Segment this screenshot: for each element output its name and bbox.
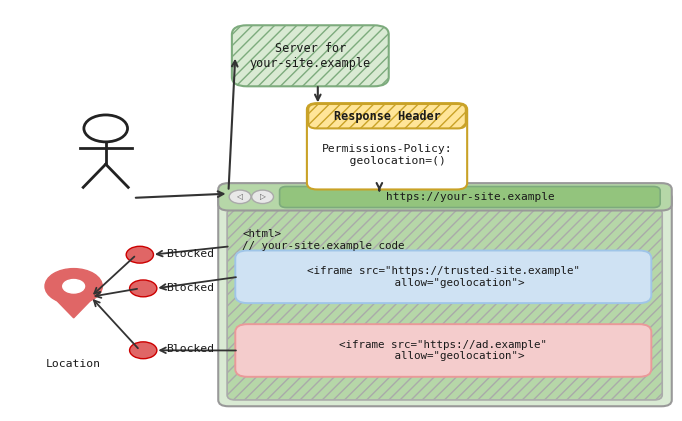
Circle shape (63, 280, 85, 293)
FancyBboxPatch shape (308, 104, 466, 128)
Text: https://your-site.example: https://your-site.example (385, 192, 554, 202)
Text: Blocked: Blocked (166, 249, 214, 259)
Circle shape (126, 246, 153, 263)
Text: ▷: ▷ (260, 192, 265, 201)
FancyBboxPatch shape (307, 103, 467, 189)
Text: Blocked: Blocked (166, 344, 214, 354)
Text: <html>
// your-site.example code: <html> // your-site.example code (242, 229, 404, 251)
Text: Server for
your-site.example: Server for your-site.example (250, 42, 371, 70)
FancyBboxPatch shape (235, 324, 651, 377)
Text: <iframe src="https://ad.example"
     allow="geolocation">: <iframe src="https://ad.example" allow="… (340, 340, 547, 361)
FancyBboxPatch shape (218, 183, 672, 210)
Text: <iframe src="https://trusted-site.example"
     allow="geolocation">: <iframe src="https://trusted-site.exampl… (307, 266, 580, 288)
Text: Permissions-Policy:
   geolocation=(): Permissions-Policy: geolocation=() (322, 144, 452, 166)
FancyBboxPatch shape (280, 187, 660, 208)
FancyBboxPatch shape (232, 25, 389, 86)
FancyBboxPatch shape (235, 250, 651, 303)
Text: Location: Location (46, 359, 101, 369)
Circle shape (130, 280, 157, 297)
Circle shape (252, 190, 273, 204)
FancyBboxPatch shape (218, 192, 672, 406)
Polygon shape (53, 297, 94, 318)
Circle shape (229, 190, 251, 204)
Text: ◁: ◁ (237, 192, 243, 201)
FancyBboxPatch shape (227, 208, 662, 400)
Circle shape (45, 269, 102, 304)
Text: Blocked: Blocked (166, 282, 214, 293)
Text: Response Header: Response Header (333, 110, 441, 123)
Circle shape (130, 342, 157, 359)
